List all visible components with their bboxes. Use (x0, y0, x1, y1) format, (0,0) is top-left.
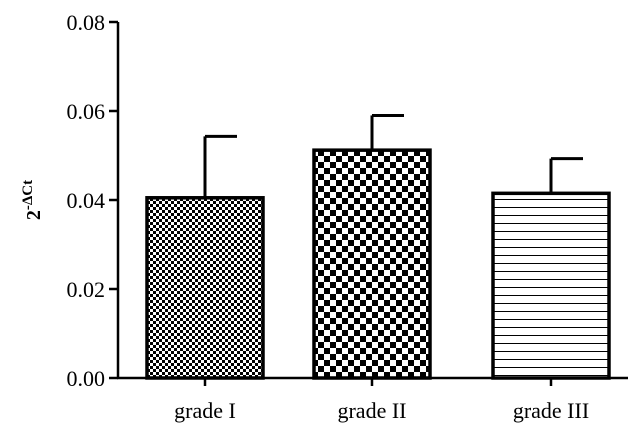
bars (145, 113, 611, 380)
y-tick-label: 0.08 (67, 10, 106, 35)
x-tick-label: grade I (174, 398, 236, 423)
bar-grade-i (145, 196, 265, 380)
x-tick-label: grade II (337, 398, 406, 423)
y-tick-label: 0.04 (67, 188, 106, 213)
y-axis-label-base: 2 (23, 210, 45, 220)
x-ticks: grade I grade II grade III (174, 378, 589, 423)
bar-grade-ii (312, 148, 432, 380)
y-ticks: 0.00 0.02 0.04 0.06 0.08 (67, 10, 118, 391)
y-axis-label: 2-ΔCt (20, 180, 45, 220)
bar-grade-iii (491, 191, 611, 380)
y-tick-label: 0.02 (67, 277, 106, 302)
y-tick-label: 0.06 (67, 99, 106, 124)
y-axis-label-superscript: -ΔCt (20, 180, 36, 210)
y-axis: 0.00 0.02 0.04 0.06 0.08 (67, 10, 120, 391)
x-tick-label: grade III (513, 398, 589, 423)
y-tick-label: 0.00 (67, 366, 106, 391)
x-axis: grade I grade II grade III (117, 376, 628, 423)
